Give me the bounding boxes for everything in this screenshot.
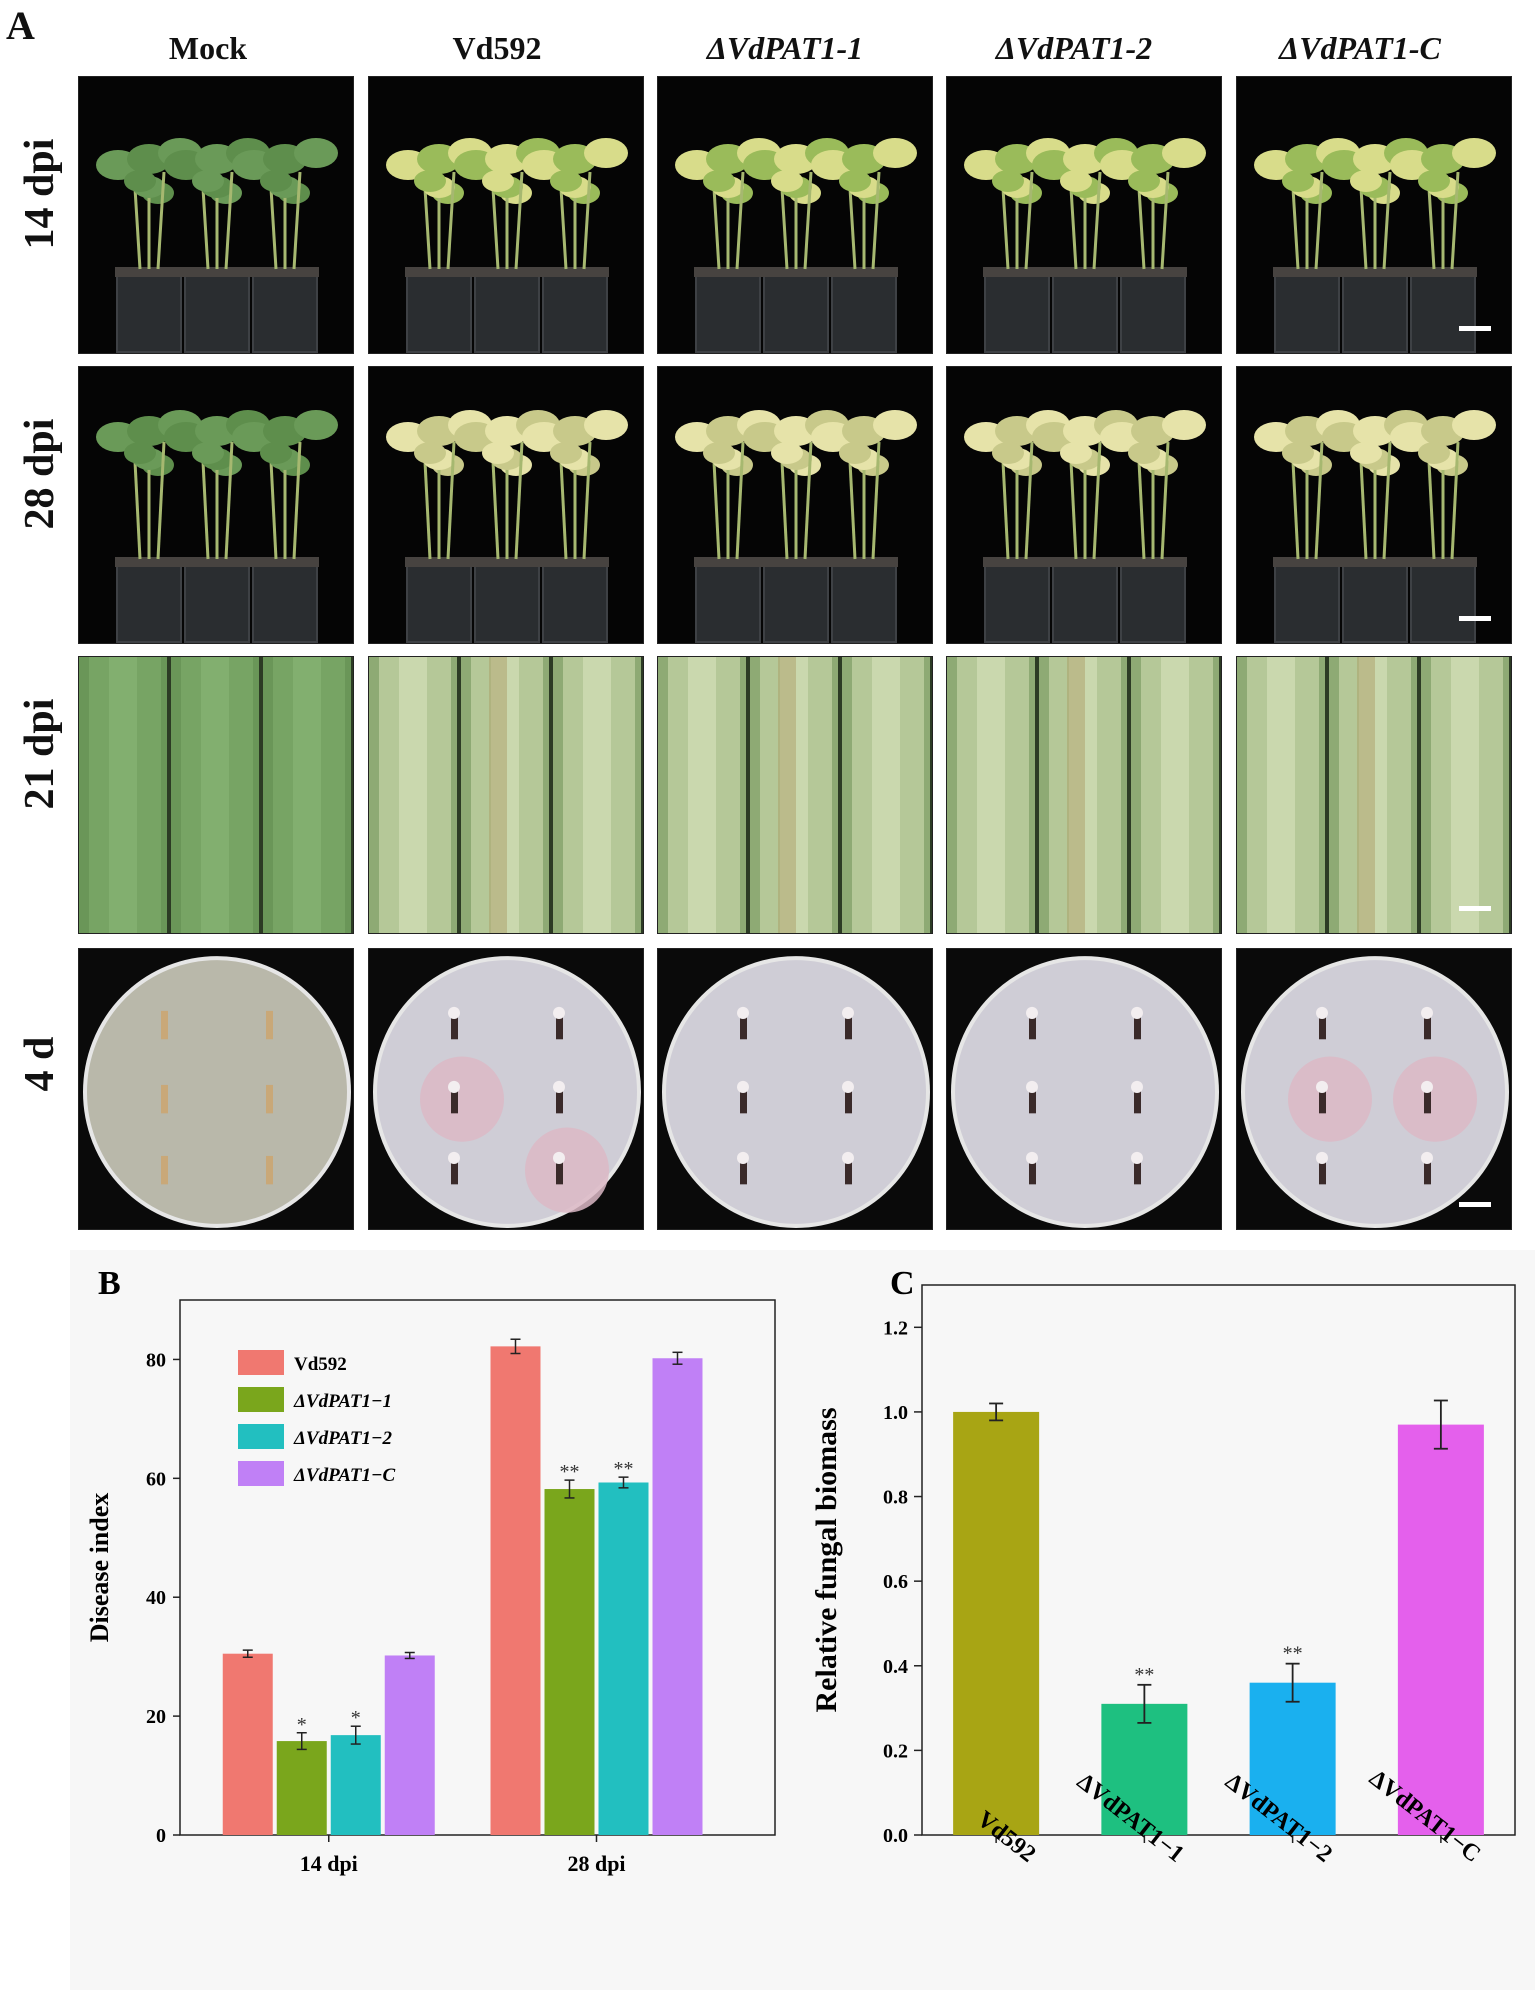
culture-plate-4d-pat1-2-photo	[946, 948, 1222, 1230]
y-tick-label: 20	[146, 1706, 166, 1728]
y-tick-label: 40	[146, 1587, 166, 1609]
y-tick-label: 0	[156, 1825, 166, 1847]
y-tick-label: 1.0	[883, 1402, 908, 1424]
x-tick-label: 14 dpi	[300, 1851, 358, 1876]
y-tick-label: 1.2	[883, 1317, 908, 1339]
plants-14dpi-mock-photo	[78, 76, 354, 354]
significance-mark: **	[614, 1458, 634, 1480]
bar	[222, 1653, 273, 1835]
bar	[330, 1735, 381, 1835]
y-tick-label: 0.2	[883, 1740, 908, 1762]
bar	[490, 1346, 541, 1835]
column-header-pat1-2: ΔVdPAT1-2	[995, 30, 1153, 66]
significance-mark: **	[1283, 1643, 1303, 1665]
y-tick-label: 0.8	[883, 1487, 908, 1509]
culture-plate-4d-mock-photo	[78, 948, 354, 1230]
y-axis-label: Relative fungal biomass	[810, 1407, 843, 1712]
bar	[1101, 1703, 1188, 1835]
significance-mark: **	[560, 1461, 580, 1483]
legend-label: ΔVdPAT1−1	[293, 1391, 392, 1412]
panel-a-letter: A	[6, 3, 35, 48]
plants-14dpi-vd592-photo	[368, 76, 644, 354]
significance-mark: *	[351, 1707, 361, 1729]
scale-bar	[1459, 326, 1491, 331]
plants-14dpi-pat1-c-photo	[1236, 76, 1512, 354]
legend-swatch	[238, 1461, 284, 1486]
row-label-14dpi: 14 dpi	[17, 138, 63, 250]
plants-28dpi-pat1-1-photo	[657, 366, 933, 644]
plants-28dpi-pat1-2-photo	[946, 366, 1222, 644]
scale-bar	[1459, 906, 1491, 911]
y-tick-label: 80	[146, 1349, 166, 1371]
panel-c-letter: C	[890, 1265, 915, 1302]
column-header-vd592: Vd592	[452, 30, 542, 66]
column-header-pat1-1: ΔVdPAT1-1	[706, 30, 864, 66]
plants-28dpi-mock-photo	[78, 366, 354, 644]
x-tick-label: 28 dpi	[567, 1851, 625, 1876]
panel-b-letter: B	[98, 1265, 121, 1302]
row-label-28dpi: 28 dpi	[17, 418, 63, 530]
column-header-mock: Mock	[168, 30, 248, 66]
bar	[652, 1358, 703, 1835]
culture-plate-4d-vd592-photo	[368, 948, 644, 1230]
legend-swatch	[238, 1387, 284, 1412]
y-tick-label: 0.4	[883, 1656, 908, 1678]
plants-28dpi-pat1-c-photo	[1236, 366, 1512, 644]
row-label-4d: 4 d	[17, 1036, 63, 1092]
bar	[953, 1411, 1040, 1835]
y-tick-label: 0.6	[883, 1571, 908, 1593]
legend-label: Vd592	[294, 1354, 347, 1375]
y-tick-label: 0.0	[883, 1825, 908, 1847]
significance-mark: *	[297, 1714, 307, 1736]
bar	[276, 1741, 327, 1835]
stem-section-21dpi-mock-photo	[78, 656, 354, 934]
scale-bar	[1459, 1202, 1491, 1207]
stem-section-21dpi-vd592-photo	[368, 656, 644, 934]
y-tick-label: 60	[146, 1468, 166, 1490]
plants-14dpi-pat1-2-photo	[946, 76, 1222, 354]
plants-14dpi-pat1-1-photo	[657, 76, 933, 354]
legend-label: ΔVdPAT1−C	[293, 1465, 396, 1486]
significance-mark: **	[1134, 1664, 1154, 1686]
column-header-pat1-c: ΔVdPAT1-C	[1279, 30, 1441, 66]
y-axis-label: Disease index	[85, 1493, 114, 1643]
legend-swatch	[238, 1424, 284, 1449]
bar	[1397, 1424, 1484, 1835]
fungal-biomass-chart: C 0.0 0.2 0.4 0.6 0.8 1.0 1.2 Relative fungal b…	[800, 1250, 1535, 1990]
stem-section-21dpi-pat1-1-photo	[657, 656, 933, 934]
scale-bar	[1459, 616, 1491, 621]
legend-swatch	[238, 1350, 284, 1375]
culture-plate-4d-pat1-1-photo	[657, 948, 933, 1230]
stem-section-21dpi-pat1-2-photo	[946, 656, 1222, 934]
legend-label: ΔVdPAT1−2	[293, 1428, 393, 1449]
bar	[544, 1489, 595, 1835]
bar	[384, 1655, 435, 1835]
stem-section-21dpi-pat1-c-photo	[1236, 656, 1512, 934]
culture-plate-4d-pat1-c-photo	[1236, 948, 1512, 1230]
row-label-21dpi: 21 dpi	[17, 698, 63, 810]
bar	[1249, 1682, 1336, 1835]
bar	[598, 1482, 649, 1835]
plants-28dpi-vd592-photo	[368, 366, 644, 644]
